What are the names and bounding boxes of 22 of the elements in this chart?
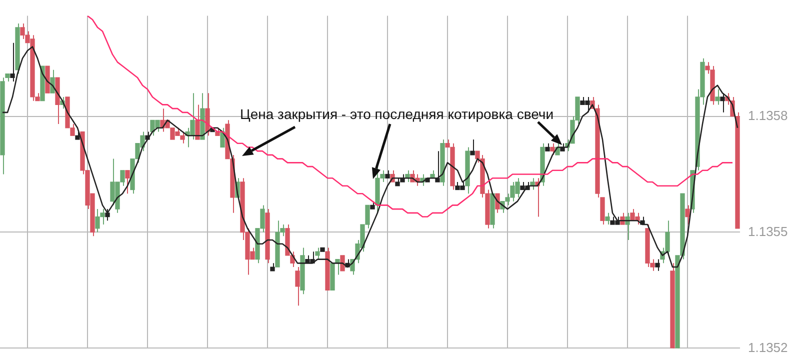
candlestick [470,138,475,156]
y-tick-label: 1.1355 [748,224,788,239]
candlestick [720,92,725,113]
candlestick [435,150,440,182]
candlestick [340,254,345,272]
candlestick [495,193,500,214]
y-tick-label: 1.1352 [748,340,788,355]
candlestick [125,170,130,194]
candlestick [715,88,720,106]
candlestick [605,212,610,226]
y-tick-label: 1.1358 [748,108,788,123]
candlestick [315,247,320,260]
candlestick [50,69,55,94]
candlestick [105,208,110,222]
candlestick [295,266,300,306]
candlestick [685,204,690,226]
candlestick [195,104,200,140]
annotation: Цена закрытия - это последняя котировка свечи [240,106,554,122]
candlestick [655,258,660,272]
candlestick [220,127,225,148]
candlestick [550,142,555,156]
candlestick [205,92,210,136]
